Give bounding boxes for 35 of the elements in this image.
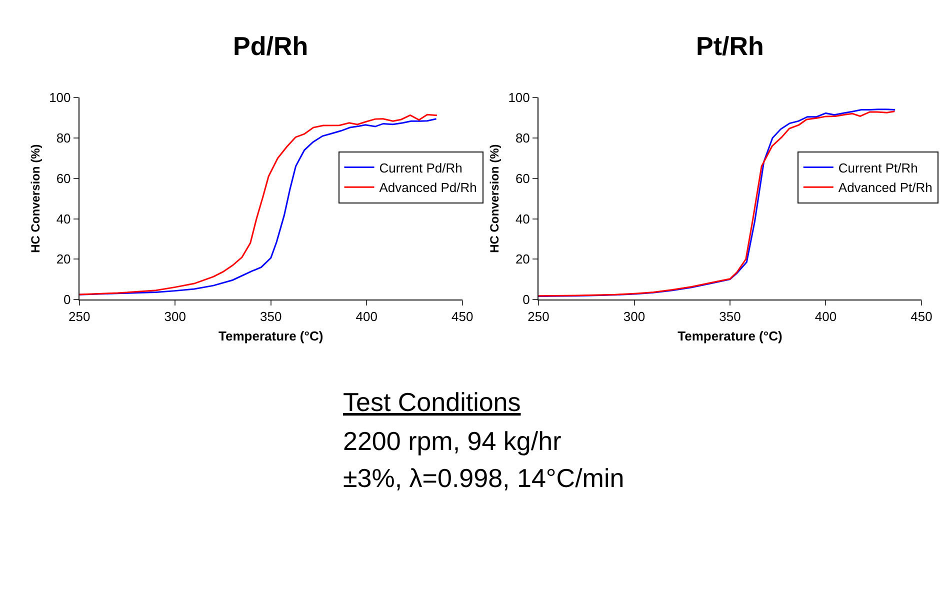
y-tick-label: 40 [515, 211, 530, 226]
x-axis-title: Temperature (°C) [678, 328, 782, 344]
y-axis-title: HC Conversion (%) [28, 144, 42, 253]
x-axis-title: Temperature (°C) [218, 328, 324, 344]
x-tick-label: 450 [451, 309, 474, 324]
y-tick-label: 80 [56, 130, 71, 146]
y-tick-label: 0 [522, 292, 530, 308]
y-tick-label: 40 [56, 211, 71, 226]
y-tick-label: 20 [515, 252, 530, 267]
x-tick-label: 250 [68, 309, 90, 324]
x-tick-label: 250 [528, 309, 550, 324]
y-tick-label: 100 [49, 90, 71, 106]
y-tick-label: 60 [56, 170, 71, 186]
text: 2200 rpm, 94 kg/hr [343, 426, 562, 456]
legend-label: Current Pd/Rh [379, 160, 462, 176]
legend-label: Current Pt/Rh [838, 160, 918, 176]
legend-label: Advanced Pd/Rh [379, 180, 477, 196]
y-tick-label: 100 [508, 90, 530, 106]
x-tick-label: 350 [260, 309, 282, 324]
x-tick-label: 300 [623, 309, 646, 324]
x-tick-label: 400 [356, 309, 378, 324]
y-axis-title: HC Conversion (%) [488, 144, 502, 253]
text: ±3%, λ=0.998, 14°C/min [343, 463, 624, 493]
x-tick-label: 450 [910, 309, 932, 324]
y-tick-label: 20 [56, 252, 71, 267]
y-tick-label: 60 [515, 170, 530, 186]
y-tick-label: 0 [64, 292, 71, 308]
chart-title: Pt/Rh [696, 31, 764, 61]
text: Test Conditions [343, 387, 521, 417]
chart-title: Pd/Rh [233, 31, 308, 61]
legend-label: Advanced Pt/Rh [838, 180, 932, 196]
x-tick-label: 350 [719, 309, 741, 324]
x-tick-label: 400 [814, 309, 837, 324]
y-tick-label: 80 [515, 130, 530, 146]
x-tick-label: 300 [164, 309, 186, 324]
